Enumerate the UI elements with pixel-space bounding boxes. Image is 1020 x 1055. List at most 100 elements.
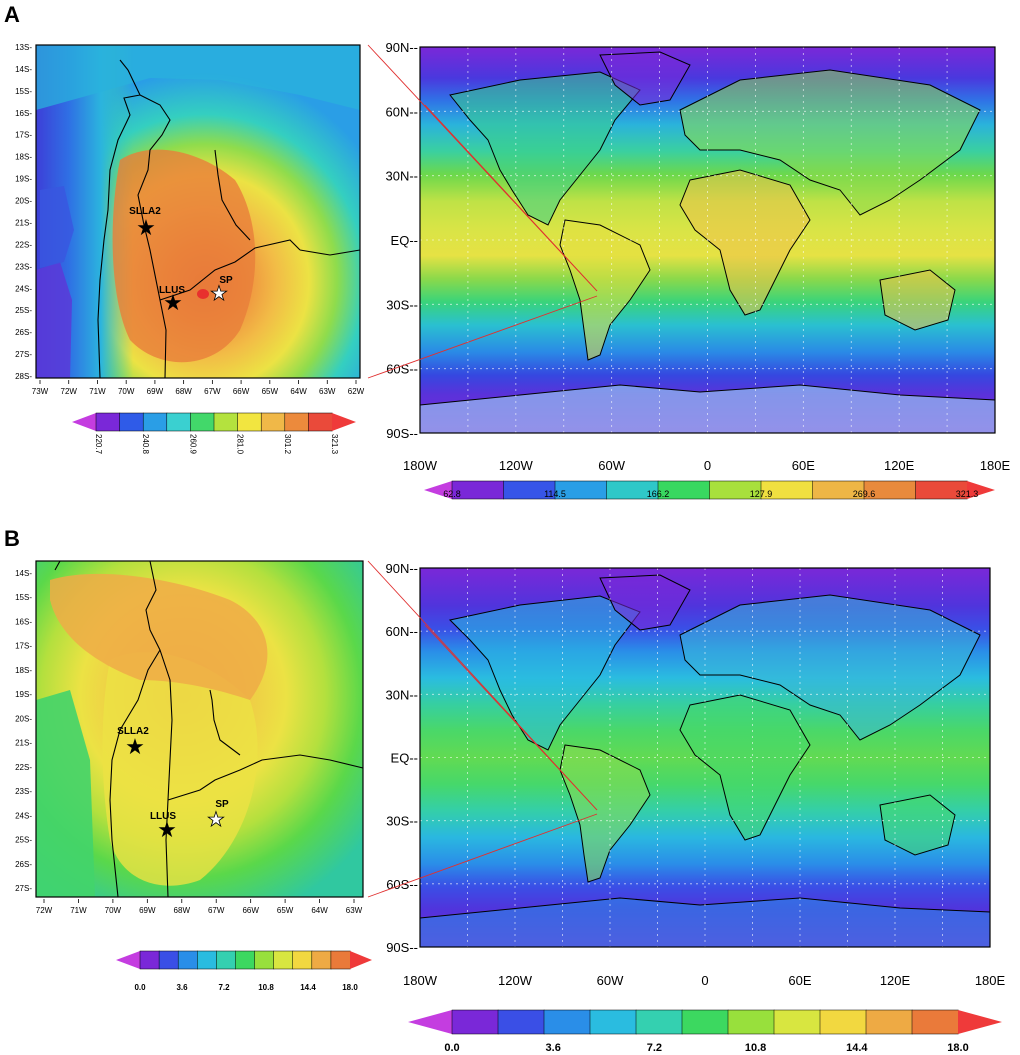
zoom-connectors-a bbox=[367, 44, 598, 379]
site-llus-a: ★ LLUS bbox=[159, 285, 185, 315]
site-label: LLUS bbox=[159, 285, 185, 296]
lon-tick-label: 60E bbox=[788, 973, 811, 988]
colorbar-segment bbox=[273, 950, 294, 970]
lon-tick-label: 69W bbox=[147, 387, 164, 396]
colorbar-segment bbox=[451, 1009, 499, 1035]
colorbar-label: 10.8 bbox=[745, 1042, 766, 1054]
lon-tick-label: 66W bbox=[233, 387, 250, 396]
colorbar-left-arrow bbox=[408, 1010, 452, 1034]
lon-tick-label: 70W bbox=[118, 387, 135, 396]
colorbar-label: 321.3 bbox=[956, 489, 979, 499]
lon-tick-label: 65W bbox=[262, 387, 279, 396]
regional-yellow-b bbox=[102, 652, 258, 886]
lon-tick-label: 66W bbox=[242, 906, 259, 915]
lon-tick-label: 67W bbox=[208, 906, 225, 915]
lat-tick-label: 21S- bbox=[15, 218, 32, 227]
colorbar-segment bbox=[142, 412, 168, 432]
regional-frame-a bbox=[35, 44, 361, 379]
lat-tick-label: 23S- bbox=[15, 787, 32, 796]
lat-tick-label: 30S-- bbox=[386, 814, 418, 829]
colorbar-label: 7.2 bbox=[218, 983, 230, 992]
colorbar-segment bbox=[166, 412, 191, 432]
lat-tick-label: 27S- bbox=[15, 350, 32, 359]
lon-tick-label: 68W bbox=[174, 906, 191, 915]
colorbar-segment bbox=[819, 1009, 867, 1035]
regional-frame-b bbox=[35, 560, 364, 898]
lat-tick-label: 27S- bbox=[15, 884, 32, 893]
site-sp-a: ★ SP bbox=[210, 275, 233, 305]
colorbar-segment bbox=[543, 1009, 591, 1035]
colorbar-labels-b-reg: 0.0 3.6 7.2 10.8 14.4 18.0 bbox=[134, 983, 358, 992]
colorbar-segment bbox=[119, 412, 144, 432]
regional-north-band-a bbox=[36, 45, 360, 110]
colorbar-label: 127.9 bbox=[750, 489, 773, 499]
colorbar-label: 14.4 bbox=[300, 983, 316, 992]
panel-b: B 14S- 15S- 16S- 17S- 18S- 19S- 20S- 21S- 22S- 23… bbox=[4, 526, 1006, 1054]
lat-tick-label: 26S- bbox=[15, 860, 32, 869]
regional-colorbar-b: 0.0 3.6 7.2 10.8 14.4 18.0 bbox=[116, 950, 372, 992]
connector-mid bbox=[424, 104, 598, 292]
lon-tick-label: 71W bbox=[70, 906, 87, 915]
lon-tick-label: 120W bbox=[499, 458, 534, 473]
colorbar-label: 281.0 bbox=[236, 434, 245, 455]
colorbar-segment bbox=[190, 412, 215, 432]
colorbar-segment bbox=[216, 950, 237, 970]
regional-lon-axis-b: 72W 71W 70W 69W 68W 67W 66W 65W 64W 63W bbox=[36, 899, 363, 915]
lat-tick-label: 60N-- bbox=[385, 104, 418, 119]
regional-lon-axis-a: 73W 72W 71W 70W 69W 68W 67W 66W 65W 64W 63W 62W bbox=[32, 380, 365, 396]
global-grid-b bbox=[420, 568, 990, 947]
global-lon-axis-b: 180W 120W 60W 0 60E 120E 180E bbox=[403, 973, 1005, 988]
lon-tick-label: 60W bbox=[598, 458, 625, 473]
global-map-b: 90N--60N--30N--EQ--30S--60S--90S-- 180W 1… bbox=[385, 561, 1005, 988]
continent-south-america bbox=[559, 219, 651, 361]
lat-tick-label: 60S-- bbox=[386, 362, 418, 377]
lat-tick-label: 25S- bbox=[15, 836, 32, 845]
site-label: SLLA2 bbox=[117, 726, 149, 737]
colorbar-segment bbox=[635, 1009, 683, 1035]
lat-tick-label: 17S- bbox=[15, 642, 32, 651]
lon-tick-label: 0 bbox=[704, 458, 711, 473]
lat-tick-label: 28S- bbox=[15, 372, 32, 381]
regional-low-patch-a2 bbox=[40, 186, 74, 268]
site-label: SP bbox=[219, 275, 233, 286]
site-llus-b: ★ LLUS bbox=[150, 811, 177, 842]
lat-tick-label: 30N-- bbox=[385, 169, 418, 184]
colorbar-label: 7.2 bbox=[647, 1042, 662, 1054]
lon-tick-label: 60E bbox=[792, 458, 815, 473]
colorbar-right-arrow bbox=[967, 481, 995, 499]
colorbar-segment bbox=[213, 412, 239, 432]
lon-tick-label: 68W bbox=[175, 387, 192, 396]
lon-tick-label: 64W bbox=[290, 387, 307, 396]
site-marker: ★ bbox=[157, 817, 177, 842]
lon-tick-label: 73W bbox=[32, 387, 49, 396]
lon-tick-label: 120E bbox=[884, 458, 915, 473]
continent-australia bbox=[879, 794, 956, 856]
colorbar-segments-b-reg bbox=[139, 950, 351, 970]
site-label: LLUS bbox=[150, 811, 176, 822]
site-marker: ★ bbox=[207, 809, 225, 831]
colorbar-label: 18.0 bbox=[342, 983, 358, 992]
lat-tick-label: 18S- bbox=[15, 666, 32, 675]
colorbar-left-arrow bbox=[424, 481, 452, 499]
lon-tick-label: 63W bbox=[346, 906, 363, 915]
colorbar-segment bbox=[235, 950, 256, 970]
lat-tick-label: 22S- bbox=[15, 763, 32, 772]
colorbar-label: 18.0 bbox=[947, 1042, 968, 1054]
colorbar-segment bbox=[727, 1009, 775, 1035]
colorbar-segment bbox=[330, 950, 351, 970]
colorbar-segments-a-reg bbox=[95, 412, 333, 432]
regional-borders-a bbox=[97, 59, 361, 379]
lat-tick-label: 90S-- bbox=[386, 940, 418, 955]
lat-tick-label: 60N-- bbox=[385, 624, 418, 639]
lat-tick-label: 18S- bbox=[15, 153, 32, 162]
lat-tick-label: 90N-- bbox=[385, 561, 418, 576]
colorbar-segment bbox=[158, 950, 179, 970]
lon-tick-label: 180E bbox=[980, 458, 1011, 473]
site-sp-b: ★ SP bbox=[207, 799, 229, 831]
regional-west-green-b bbox=[36, 690, 95, 897]
connector-lower bbox=[367, 295, 598, 379]
colorbar-segments-b-glob bbox=[451, 1009, 959, 1035]
colorbar-label: 240.8 bbox=[141, 434, 150, 455]
global-grid-a bbox=[420, 47, 995, 433]
